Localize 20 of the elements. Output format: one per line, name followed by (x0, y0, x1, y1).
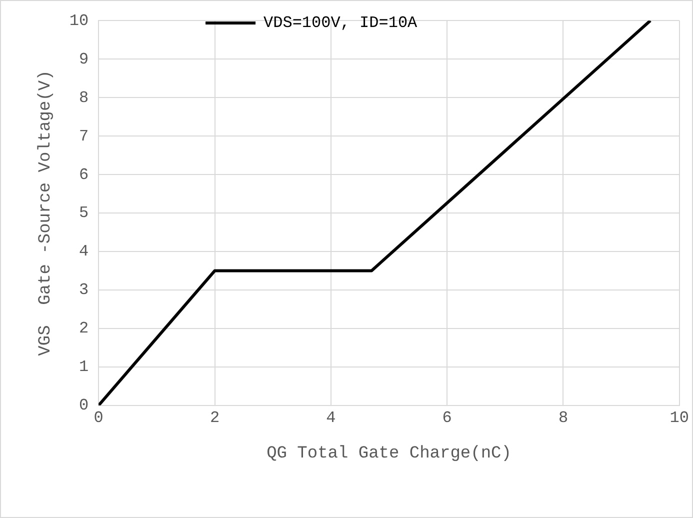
x-tick-label: 10 (670, 409, 689, 428)
x-tick-label: 2 (210, 409, 220, 428)
x-tick-label: 8 (558, 409, 568, 428)
y-tick-label: 8 (78, 88, 89, 107)
legend-label: VDS=100V, ID=10A (264, 14, 418, 32)
x-tick-label: 6 (442, 409, 452, 428)
y-tick-label: 4 (78, 242, 89, 261)
y-tick-label: 6 (78, 166, 89, 184)
y-tick-label: 3 (78, 281, 89, 300)
y-tick-label: 10 (69, 12, 89, 30)
x-tick-label: 0 (94, 409, 104, 428)
y-tick-label: 1 (78, 358, 89, 376)
y-tick-label: 7 (78, 127, 89, 146)
y-tick-label: 9 (78, 50, 89, 68)
x-tick-label: 4 (326, 409, 336, 428)
x-axis-title: QG Total Gate Charge(nC) (266, 444, 512, 464)
y-tick-label: 5 (78, 204, 89, 222)
y-tick-label: 0 (78, 396, 89, 415)
y-tick-label: 2 (78, 320, 89, 338)
y-axis-title: VGS Gate -Source Voltage(V) (36, 70, 56, 356)
